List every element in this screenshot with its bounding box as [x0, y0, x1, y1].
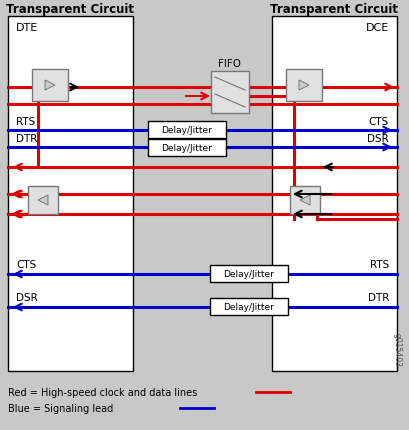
Bar	[211, 72, 248, 114]
Text: DTR: DTR	[16, 134, 37, 144]
Text: Red = High-speed clock and data lines: Red = High-speed clock and data lines	[8, 387, 197, 397]
Text: DTR: DTR	[367, 292, 388, 302]
Text: RTS: RTS	[369, 259, 388, 269]
Text: DCE: DCE	[365, 23, 388, 33]
Text: Delay/Jitter: Delay/Jitter	[223, 302, 274, 311]
Text: DSR: DSR	[16, 292, 38, 302]
Bar	[285, 70, 321, 102]
Text: Transparent Circuit: Transparent Circuit	[270, 3, 398, 16]
Text: DTE: DTE	[16, 23, 38, 33]
Bar	[32, 70, 68, 102]
Text: FIFO: FIFO	[218, 59, 241, 69]
Text: RTS: RTS	[16, 117, 35, 127]
Bar	[28, 187, 58, 215]
Text: Delay/Jitter: Delay/Jitter	[223, 269, 274, 278]
Text: CTS: CTS	[16, 259, 36, 269]
Text: CTS: CTS	[368, 117, 388, 127]
Bar	[209, 298, 287, 315]
Text: DSR: DSR	[366, 134, 388, 144]
Polygon shape	[299, 196, 309, 206]
Bar	[289, 187, 319, 215]
Text: g015403: g015403	[392, 332, 401, 366]
Text: Delay/Jitter: Delay/Jitter	[161, 126, 212, 135]
Polygon shape	[38, 196, 48, 206]
Text: Blue = Signaling lead: Blue = Signaling lead	[8, 403, 113, 413]
Polygon shape	[45, 81, 55, 91]
Polygon shape	[298, 81, 308, 91]
Text: Delay/Jitter: Delay/Jitter	[161, 144, 212, 153]
Bar	[271, 17, 396, 371]
Bar	[209, 265, 287, 283]
Bar	[148, 140, 225, 157]
Bar	[8, 17, 133, 371]
Text: Transparent Circuit: Transparent Circuit	[7, 3, 134, 16]
Bar	[148, 122, 225, 139]
